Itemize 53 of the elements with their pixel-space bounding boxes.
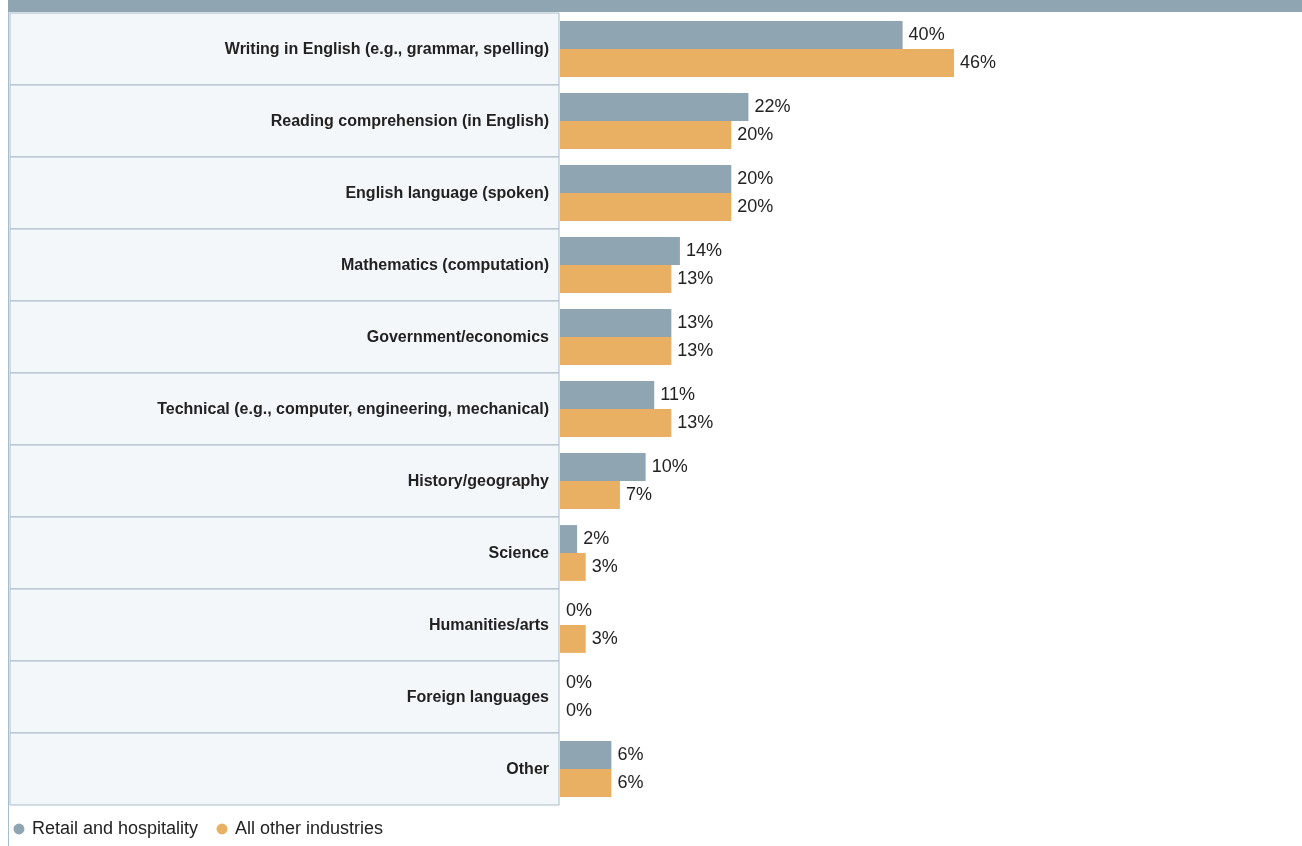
y-tick-label: Mathematics (computation): [340, 256, 549, 273]
data-label: 6%: [617, 771, 644, 792]
y-tick-label: Reading comprehension (in English): [270, 112, 549, 129]
y-tick-label: Other: [506, 760, 549, 777]
y-tick-label: Technical (e.g., computer, engineering, mechanical): [157, 400, 549, 417]
bar: [560, 741, 612, 769]
data-label: 6%: [617, 744, 644, 765]
data-label: 2%: [583, 528, 610, 549]
data-label: 22%: [754, 96, 791, 117]
bar: [560, 337, 672, 365]
bar: [560, 165, 732, 193]
bar: [560, 625, 586, 653]
data-label: 40%: [908, 24, 945, 45]
data-label: 13%: [677, 411, 714, 432]
bar: [560, 21, 903, 49]
data-label: 46%: [960, 51, 997, 72]
bar: [560, 309, 672, 337]
y-tick-label: Writing in English (e.g., grammar, spelling): [224, 40, 549, 57]
bar: [560, 769, 612, 797]
bar: [560, 481, 620, 509]
data-label: 0%: [566, 600, 593, 621]
data-label: 13%: [677, 339, 714, 360]
data-label: 3%: [591, 627, 618, 648]
data-label: 10%: [651, 456, 688, 477]
y-tick-label: Foreign languages: [406, 688, 550, 705]
data-label: 13%: [677, 267, 714, 288]
bar: [560, 193, 732, 221]
y-tick-label: English language (spoken): [345, 184, 549, 201]
bar: [560, 553, 586, 581]
bar: [560, 409, 672, 437]
bar: [560, 453, 646, 481]
y-tick-label: History/geography: [407, 472, 550, 489]
data-label: 7%: [625, 483, 652, 504]
bar: [560, 121, 732, 149]
data-label: 13%: [677, 312, 714, 333]
y-tick-label: Humanities/arts: [428, 616, 550, 633]
bar: [560, 265, 672, 293]
data-label: 20%: [737, 195, 774, 216]
y-tick-label: Government/economics: [366, 328, 550, 345]
bar: [560, 237, 680, 265]
bar: [560, 93, 749, 121]
data-label: 14%: [685, 240, 722, 261]
y-tick-label: Science: [488, 544, 550, 561]
legend-label: All other industries: [235, 818, 384, 838]
data-label: 20%: [737, 123, 774, 144]
data-label: 0%: [566, 672, 593, 693]
data-label: 0%: [566, 699, 593, 720]
bar: [560, 525, 578, 553]
bar: [560, 381, 655, 409]
data-label: 3%: [591, 555, 618, 576]
legend-label: Retail and hospitality: [32, 818, 199, 838]
data-label: 20%: [737, 168, 774, 189]
data-label: 11%: [660, 384, 695, 405]
